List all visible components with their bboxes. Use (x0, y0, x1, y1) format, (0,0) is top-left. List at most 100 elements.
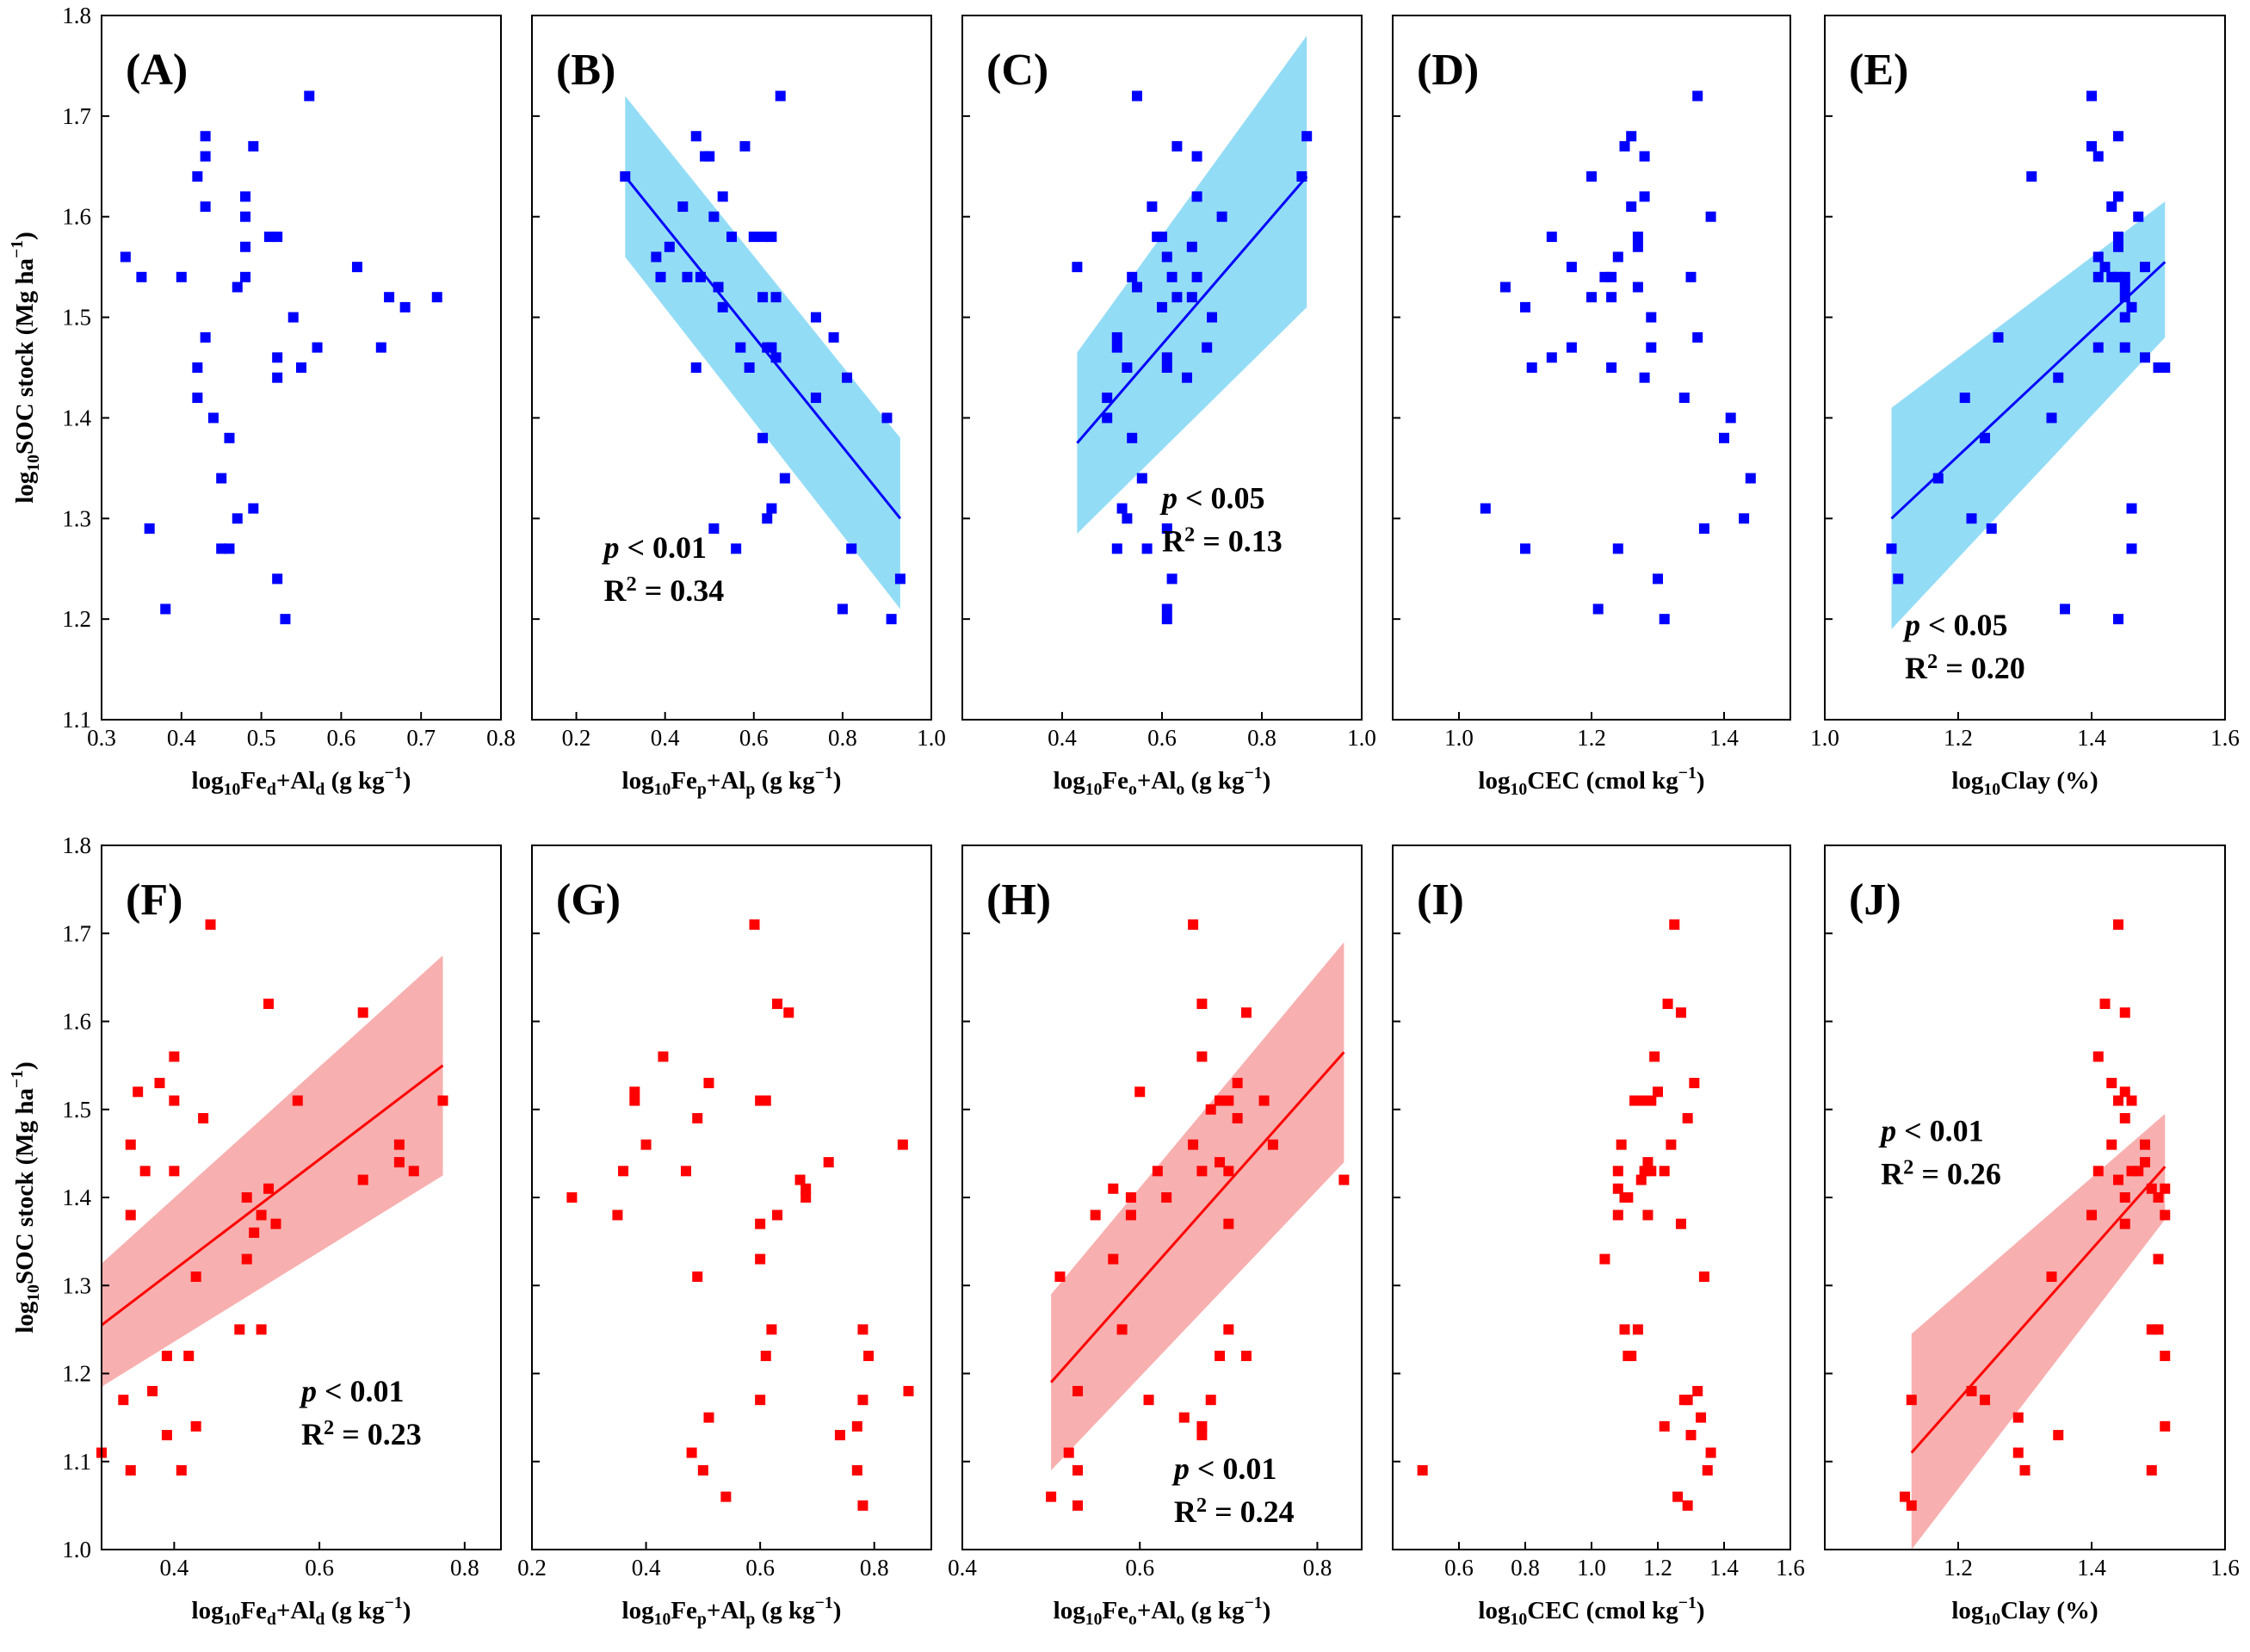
r-squared-label: R2 = 0.24 (1174, 1494, 1295, 1529)
data-point (2053, 1430, 2064, 1441)
data-point (1240, 1351, 1252, 1362)
data-point (1675, 1218, 1686, 1229)
data-point (1692, 331, 1703, 343)
panel-label: (C) (986, 46, 1048, 95)
y-axis-title: log10SOC stock (Mg ha−1) (8, 1061, 43, 1333)
data-point (144, 523, 155, 534)
data-point (828, 331, 839, 343)
data-point (651, 251, 662, 263)
x-tick-label: 0.4 (159, 1555, 189, 1581)
data-point (2153, 1192, 2164, 1203)
x-tick-label: 0.6 (327, 725, 356, 751)
data-point (2119, 282, 2130, 293)
data-point (2160, 1351, 2171, 1362)
data-point (1698, 1271, 1709, 1283)
data-point (1659, 1166, 1670, 1177)
data-point (1616, 1139, 1627, 1150)
data-point (272, 232, 283, 243)
data-point (357, 1007, 368, 1018)
data-point (1692, 1385, 1703, 1396)
data-point (241, 1253, 252, 1265)
data-point (133, 1086, 144, 1098)
data-point (708, 211, 720, 222)
data-point (2092, 271, 2104, 282)
data-point (1980, 432, 1990, 443)
x-tick-label: 0.5 (247, 725, 276, 751)
data-point (1678, 393, 1690, 404)
data-point (2086, 140, 2097, 152)
data-point (766, 342, 777, 353)
r-squared-label: R2 = 0.26 (1881, 1156, 2001, 1191)
data-point (1669, 919, 1680, 931)
data-point (744, 362, 755, 373)
data-point (2113, 241, 2123, 252)
regression-line (1076, 175, 1308, 444)
plot-frame (101, 15, 502, 721)
data-point (770, 292, 782, 303)
data-point (720, 1491, 732, 1502)
data-point (2119, 292, 2130, 303)
data-point (1566, 262, 1577, 273)
data-point (1646, 1166, 1657, 1177)
data-point (292, 1095, 303, 1106)
data-point (2012, 1447, 2024, 1458)
data-point (1682, 1112, 1693, 1123)
data-point (1480, 503, 1491, 514)
data-point (810, 393, 821, 404)
data-point (1134, 1086, 1146, 1098)
data-point (1125, 1210, 1136, 1221)
y-tick-label: 1.1 (62, 1449, 91, 1475)
x-tick-label: 0.4 (167, 725, 196, 751)
data-point (1906, 1500, 1917, 1511)
data-point (1682, 1395, 1693, 1406)
x-tick-label: 0.8 (1303, 1555, 1332, 1581)
data-point (263, 999, 275, 1010)
x-tick-label: 0.7 (406, 725, 436, 751)
data-point (772, 999, 783, 1010)
data-point (2092, 1166, 2104, 1177)
data-point (1161, 362, 1172, 373)
panel-i: 0.6 0.8 1.0 1.2 1.4 1.6 log10CEC (cmol kg−1) (I… (1392, 845, 1805, 1629)
data-point (731, 543, 742, 554)
p-value-label: p < 0.01 (1171, 1451, 1277, 1486)
data-point (1108, 1253, 1119, 1265)
data-point (1161, 251, 1172, 263)
data-point (1111, 543, 1122, 554)
data-point (2140, 262, 2150, 273)
data-point (629, 1095, 640, 1106)
data-point (851, 1420, 862, 1432)
data-point (690, 362, 702, 373)
data-point (216, 473, 227, 484)
data-point (794, 1174, 806, 1185)
data-point (1705, 211, 1716, 222)
panel-h: 0.4 0.6 0.8 log10Feo+Alo (g kg−1) (H) p < 0.0… (948, 845, 1363, 1629)
data-point (755, 1395, 766, 1406)
regression-line (624, 176, 902, 520)
data-point (1157, 232, 1167, 243)
data-point (1338, 1174, 1350, 1185)
data-point (200, 131, 211, 142)
data-point (207, 412, 219, 424)
y-tick-label: 1.5 (62, 1097, 91, 1123)
data-point (1215, 1351, 1226, 1362)
data-point (1202, 342, 1213, 353)
data-point (783, 1007, 794, 1018)
data-point (375, 342, 386, 353)
x-tick-label: 0.6 (745, 1555, 775, 1581)
x-tick-label: 1.0 (1577, 1555, 1606, 1581)
data-point (1132, 90, 1142, 102)
panel-label: (G) (556, 875, 621, 925)
x-tick-label: 0.6 (305, 1555, 334, 1581)
data-point (837, 603, 848, 615)
data-point (779, 473, 790, 484)
data-point (897, 1139, 908, 1150)
data-point (757, 292, 769, 303)
data-point (1223, 1324, 1234, 1335)
data-point (1626, 1351, 1637, 1362)
data-point (857, 1324, 868, 1335)
data-point (176, 1464, 187, 1476)
data-point (717, 191, 728, 202)
data-point (1223, 1218, 1234, 1229)
data-point (2099, 262, 2111, 273)
